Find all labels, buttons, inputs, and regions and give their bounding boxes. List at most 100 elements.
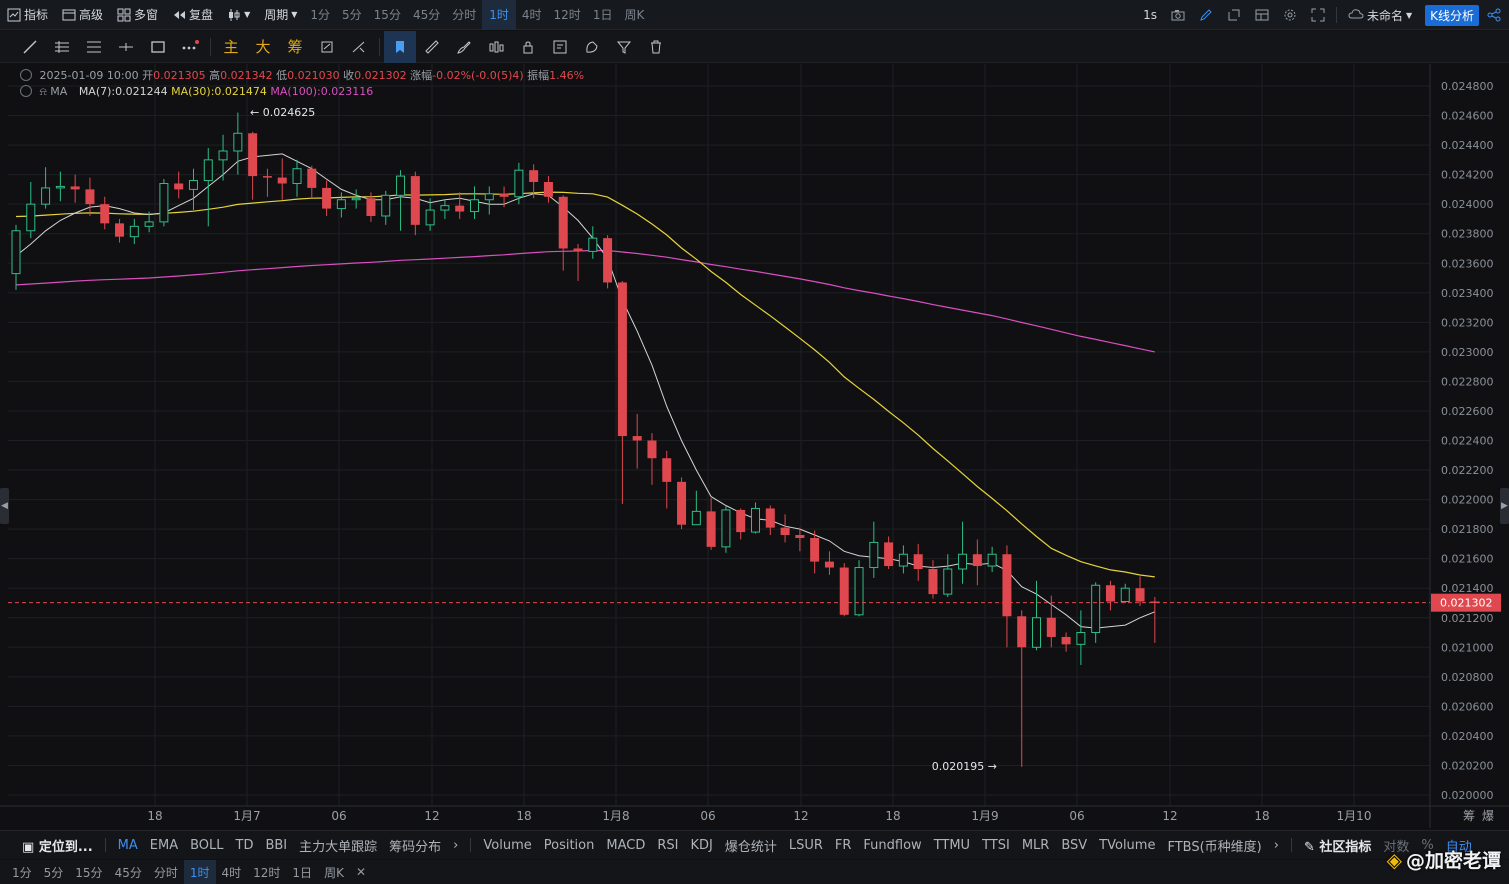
chart-type-button[interactable]: ▼: [220, 0, 257, 30]
interval-1d[interactable]: 1日: [592, 8, 613, 22]
ind-ttmu[interactable]: TTMU: [933, 837, 971, 853]
interval-12h[interactable]: 12时: [553, 8, 581, 22]
multiwin-button[interactable]: 多窗: [110, 0, 165, 30]
chip-tool[interactable]: 筹: [287, 38, 303, 56]
chevron-right-icon[interactable]: ›: [453, 837, 459, 853]
close-icon[interactable]: ✕: [355, 865, 366, 879]
interval-timeshare[interactable]: 分时: [452, 8, 477, 22]
bottom-interval-5m[interactable]: 5分: [43, 865, 64, 880]
ind-ma[interactable]: MA: [117, 837, 138, 853]
ind-fundflow[interactable]: Fundflow: [863, 837, 922, 853]
interval-45m[interactable]: 45分: [412, 8, 441, 22]
horizontal-line-tool-icon[interactable]: [110, 31, 142, 63]
left-collapse-handle[interactable]: ◀: [0, 488, 9, 524]
interval-1m[interactable]: 1分: [310, 8, 331, 22]
bottom-interval-4h[interactable]: 4时: [221, 865, 242, 880]
trash-tool-icon[interactable]: [640, 31, 672, 63]
liquidation-corner-label: 爆: [1482, 809, 1494, 823]
more-tools-icon[interactable]: [174, 31, 206, 63]
template-icon[interactable]: [1248, 0, 1276, 30]
log-scale-toggle[interactable]: 对数: [1383, 839, 1410, 855]
bell-icon[interactable]: ⍾: [39, 85, 47, 98]
note-tool-icon[interactable]: [544, 31, 576, 63]
camera-icon[interactable]: [1164, 0, 1192, 30]
measure-tool-icon[interactable]: [343, 31, 375, 63]
layout-name-dropdown[interactable]: 未命名 ▼: [1341, 0, 1419, 30]
ind-bbi[interactable]: BBI: [265, 837, 288, 853]
pencil-icon[interactable]: [1192, 0, 1220, 30]
bottom-interval-15m[interactable]: 15分: [75, 865, 103, 880]
ind-ema[interactable]: EMA: [149, 837, 179, 853]
candlestick-chart[interactable]: 18 1月7 06 12 18 1月8 06 12 18 1月9 06 12 18 1月10 0.02480…: [0, 64, 1509, 828]
ind-liquidation[interactable]: 爆仓统计: [724, 839, 777, 855]
interval-1h[interactable]: 1时: [482, 0, 516, 30]
bottom-interval-1h[interactable]: 1时: [183, 860, 216, 884]
ind-kdj[interactable]: KDJ: [690, 837, 713, 853]
pattern-tool-icon[interactable]: [480, 31, 512, 63]
popout-icon[interactable]: [1220, 0, 1248, 30]
time-axis-label: 18: [147, 809, 162, 823]
fib-levels-tool-icon[interactable]: [78, 31, 110, 63]
legend-amp-label: 振幅: [527, 69, 550, 82]
bottom-interval-1m[interactable]: 1分: [12, 865, 32, 880]
main-force-tool[interactable]: 主: [223, 38, 239, 56]
ind-bsv[interactable]: BSV: [1061, 837, 1088, 853]
bookmark-tool-icon[interactable]: [384, 30, 416, 63]
sync-tool-icon[interactable]: [311, 31, 343, 63]
ind-mlr[interactable]: MLR: [1021, 837, 1050, 853]
chart-canvas[interactable]: 18 1月7 06 12 18 1月8 06 12 18 1月9 06 12 18 1月10 0.02480…: [0, 64, 1509, 828]
brush-tool-icon[interactable]: [448, 31, 480, 63]
bottom-interval-timeshare[interactable]: 分时: [153, 865, 178, 880]
fullscreen-icon[interactable]: [1304, 0, 1332, 30]
trend-line-tool-icon[interactable]: [14, 31, 46, 63]
eye-icon[interactable]: [20, 69, 32, 81]
k-analysis-button[interactable]: K线分析: [1425, 4, 1479, 26]
parallel-channel-tool-icon[interactable]: [46, 31, 78, 63]
ind-boll[interactable]: BOLL: [190, 837, 224, 853]
rectangle-tool-icon[interactable]: [142, 31, 174, 63]
bottom-interval-45m[interactable]: 45分: [114, 865, 142, 880]
period-dropdown[interactable]: 周期 ▼: [257, 0, 304, 30]
bottom-interval-12h[interactable]: 12时: [253, 865, 281, 880]
lock-tool-icon[interactable]: [512, 31, 544, 63]
interval-5m[interactable]: 5分: [342, 8, 362, 22]
ind-main-order[interactable]: 主力大单跟踪: [299, 839, 378, 855]
filter-tool-icon[interactable]: [608, 31, 640, 63]
interval-4h[interactable]: 4时: [521, 8, 542, 22]
ind-chip[interactable]: 筹码分布: [389, 839, 442, 855]
refresh-rate[interactable]: 1s: [1143, 8, 1157, 22]
bottom-interval-1d[interactable]: 1日: [292, 865, 313, 880]
ind-ftbs[interactable]: FTBS(币种维度): [1167, 839, 1262, 855]
interval-1w[interactable]: 周K: [624, 8, 645, 22]
settings-gear-icon[interactable]: [1276, 0, 1304, 30]
indicator-button[interactable]: 指标: [0, 0, 55, 30]
right-collapse-handle[interactable]: ▶: [1500, 488, 1509, 524]
ind-tvolume[interactable]: TVolume: [1099, 837, 1156, 853]
interval-15m[interactable]: 15分: [373, 8, 401, 22]
ruler-tool-icon[interactable]: [416, 31, 448, 63]
community-indicator-button[interactable]: ✎ 社区指标: [1298, 836, 1377, 855]
chevron-right-icon[interactable]: ›: [1273, 837, 1279, 853]
ind-volume[interactable]: Volume: [483, 837, 532, 853]
ind-macd[interactable]: MACD: [606, 837, 646, 853]
magnet-tool-icon[interactable]: [576, 31, 608, 63]
time-axis-label: 06: [1069, 809, 1084, 823]
share-icon[interactable]: [1485, 0, 1509, 30]
locate-button[interactable]: ▣ 定位到...: [0, 836, 99, 855]
candle-body-down: [174, 183, 184, 190]
ind-rsi[interactable]: RSI: [657, 837, 679, 853]
ind-ttsi[interactable]: TTSI: [982, 837, 1010, 853]
auto-scale-toggle[interactable]: 自动: [1445, 839, 1472, 855]
advanced-button[interactable]: 高级: [55, 0, 110, 30]
bottom-interval-1w[interactable]: 周K: [324, 865, 344, 880]
replay-button[interactable]: 复盘: [165, 0, 220, 30]
ind-fr[interactable]: FR: [834, 837, 852, 853]
eye-icon[interactable]: [20, 85, 32, 97]
ind-td[interactable]: TD: [235, 837, 254, 853]
candle-body-down: [736, 509, 746, 533]
ind-position[interactable]: Position: [543, 837, 595, 853]
candle-body-down: [706, 511, 716, 547]
ind-lsur[interactable]: LSUR: [788, 837, 823, 853]
percent-scale-toggle[interactable]: %: [1421, 837, 1434, 853]
big-order-tool[interactable]: 大: [255, 38, 271, 56]
